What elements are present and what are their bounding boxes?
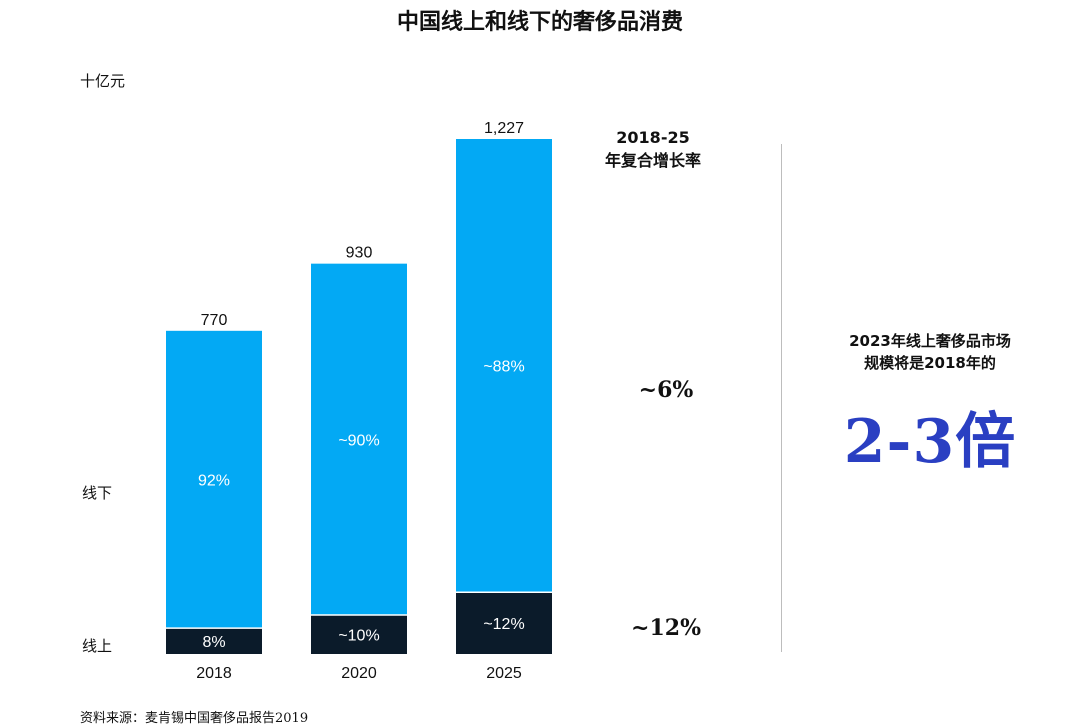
unit-label: 十亿元 (80, 72, 126, 90)
x-tick-label-2020: 2020 (341, 665, 377, 682)
chart-title: 中国线上和线下的奢侈品消费 (396, 10, 683, 35)
bar-online-2018 (166, 628, 262, 654)
total-label-2020: 930 (346, 245, 373, 262)
online-share-label-2025: ~12% (483, 616, 524, 633)
callout-line-2: 规模将是2018年的 (864, 354, 996, 372)
callout-text: 2023年线上奢侈品市场 规模将是2018年的 (790, 330, 1070, 374)
callout-multiplier: 2-3倍 (843, 407, 1017, 477)
bar-offline-2018 (166, 330, 262, 629)
cagr-online-value: ~12% (631, 615, 701, 641)
total-label-2018: 770 (201, 312, 228, 329)
offline-share-label-2025: ~88% (483, 359, 524, 376)
callout-line-1: 2023年线上奢侈品市场 (849, 332, 1011, 350)
cagr-header-label: 年复合增长率 (604, 151, 701, 170)
offline-share-label-2020: ~90% (338, 432, 379, 449)
source-note: 资料来源：麦肯锡中国奢侈品报告2019 (80, 711, 309, 726)
legend-online-label: 线上 (82, 637, 113, 655)
legend-offline-label: 线下 (82, 484, 113, 502)
bar-online-2020 (311, 614, 407, 654)
total-label-2025: 1,227 (484, 120, 524, 137)
bar-online-2025 (456, 592, 552, 654)
cagr-offline-value: ~6% (638, 377, 694, 403)
bar-offline-2025 (456, 139, 552, 593)
bar-offline-2020 (311, 263, 407, 615)
online-share-label-2018: 8% (202, 634, 225, 651)
x-tick-label-2018: 2018 (196, 665, 232, 682)
online-share-label-2020: ~10% (338, 627, 379, 644)
cagr-header: 2018-25 年复合增长率 (588, 126, 718, 172)
divider-line (781, 144, 782, 652)
offline-share-label-2018: 92% (198, 472, 230, 489)
cagr-header-period: 2018-25 (616, 128, 690, 147)
x-tick-label-2025: 2025 (486, 665, 522, 682)
